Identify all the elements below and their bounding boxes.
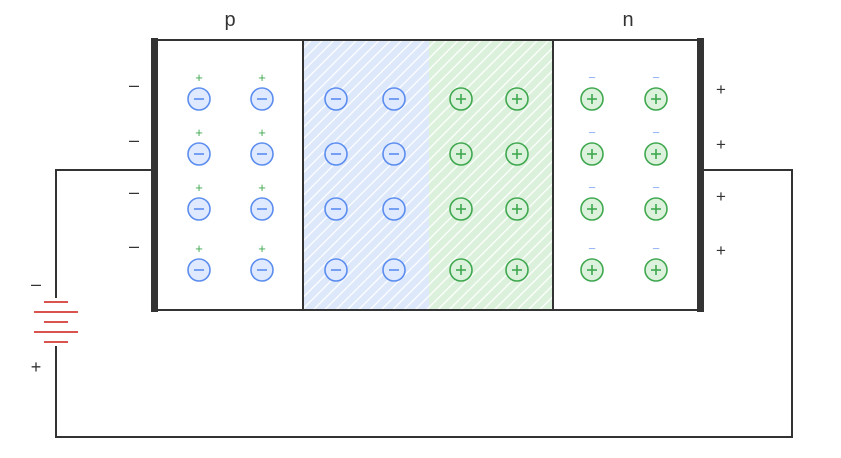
battery-positive-sign: + — [31, 357, 42, 377]
acceptor-ion — [187, 258, 211, 282]
right-terminal-sign: + — [716, 80, 726, 99]
donor-ion — [505, 87, 529, 111]
electron-sign: − — [652, 241, 660, 256]
donor-ion — [644, 87, 668, 111]
right-terminal-signs: + + + + — [716, 80, 726, 260]
acceptor-ion — [250, 258, 274, 282]
depletion-region-n-side — [429, 40, 553, 310]
right-terminal-sign: + — [716, 187, 726, 206]
electron-sign: − — [652, 70, 660, 85]
acceptor-ion — [324, 142, 348, 166]
acceptor-ion — [250, 197, 274, 221]
battery-negative-sign: – — [31, 274, 41, 294]
left-terminal-sign: – — [129, 75, 139, 95]
electron-sign: − — [588, 241, 596, 256]
right-contact — [697, 38, 704, 312]
acceptor-ion — [324, 87, 348, 111]
right-terminal-sign: + — [716, 241, 726, 260]
hole-sign: + — [195, 125, 203, 140]
acceptor-ion — [382, 142, 406, 166]
donor-ion — [449, 258, 473, 282]
donor-ion — [580, 142, 604, 166]
circuit-wire-return — [55, 169, 793, 438]
acceptor-ion — [187, 197, 211, 221]
donor-ion — [580, 87, 604, 111]
acceptor-ion — [187, 87, 211, 111]
donor-ion — [449, 197, 473, 221]
electron-sign: − — [652, 180, 660, 195]
electron-sign: − — [588, 125, 596, 140]
hole-sign: + — [258, 180, 266, 195]
left-terminal-sign: – — [129, 130, 139, 150]
donor-ion — [449, 87, 473, 111]
electron-sign: − — [652, 125, 660, 140]
electron-sign: − — [588, 180, 596, 195]
hole-sign: + — [258, 241, 266, 256]
ion-grid: + + + + + + + + − − − − − − − − — [187, 70, 668, 282]
left-terminal-sign: – — [129, 236, 139, 256]
donor-ion — [505, 142, 529, 166]
battery-icon — [34, 301, 78, 343]
donor-ion — [644, 142, 668, 166]
hole-sign: + — [258, 70, 266, 85]
acceptor-ion — [382, 258, 406, 282]
acceptor-ion — [382, 87, 406, 111]
n-region-label: n — [622, 9, 633, 31]
donor-ion — [449, 142, 473, 166]
acceptor-ion — [250, 142, 274, 166]
left-terminal-signs: – – – – — [129, 75, 139, 256]
left-terminal-sign: – — [129, 182, 139, 202]
acceptor-ion — [250, 87, 274, 111]
hole-sign: + — [195, 241, 203, 256]
acceptor-ion — [324, 258, 348, 282]
donor-ion — [505, 197, 529, 221]
left-contact — [151, 38, 158, 312]
donor-ion — [580, 197, 604, 221]
depletion-region-p-side — [303, 40, 429, 310]
electron-sign: − — [588, 70, 596, 85]
acceptor-ion — [324, 197, 348, 221]
donor-ion — [644, 258, 668, 282]
hole-sign: + — [195, 70, 203, 85]
donor-ion — [580, 258, 604, 282]
acceptor-ion — [382, 197, 406, 221]
hole-sign: + — [195, 180, 203, 195]
donor-ion — [644, 197, 668, 221]
hole-sign: + — [258, 125, 266, 140]
acceptor-ion — [187, 142, 211, 166]
p-region-label: p — [224, 9, 235, 31]
circuit-wire — [55, 169, 151, 298]
donor-ion — [505, 258, 529, 282]
right-terminal-sign: + — [716, 135, 726, 154]
